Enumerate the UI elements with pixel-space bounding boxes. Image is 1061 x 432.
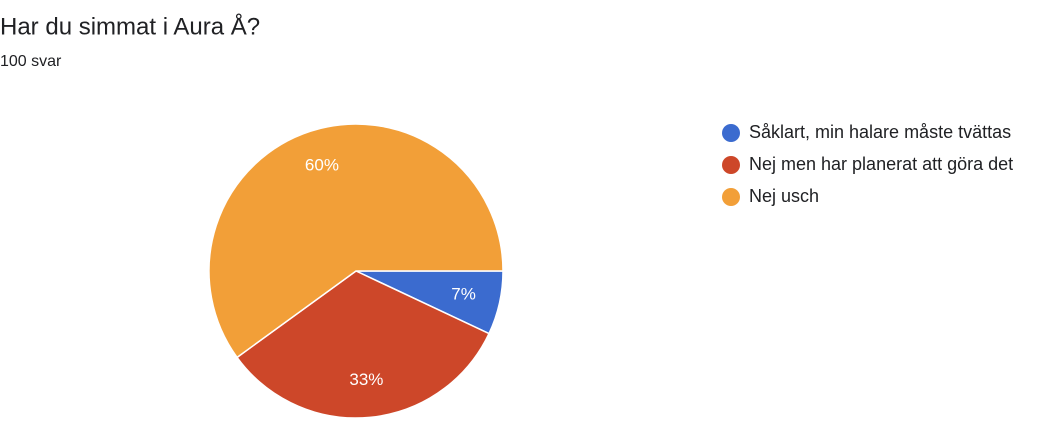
chart-title: Har du simmat i Aura Å? bbox=[0, 12, 260, 40]
legend-label: Såklart, min halare måste tvättas bbox=[749, 122, 1011, 142]
legend-label: Nej men har planerat att göra det bbox=[749, 154, 1013, 174]
slice-label: 60% bbox=[305, 156, 339, 175]
chart-subtitle: 100 svar bbox=[0, 53, 62, 70]
slice-label: 7% bbox=[451, 285, 476, 304]
legend-swatch bbox=[722, 124, 740, 142]
legend-swatch bbox=[722, 188, 740, 206]
pie-slice bbox=[208, 123, 504, 359]
legend-label: Nej usch bbox=[749, 186, 819, 206]
legend-swatch bbox=[722, 156, 740, 174]
pie-slice bbox=[236, 270, 491, 419]
slice-label: 33% bbox=[349, 370, 383, 389]
